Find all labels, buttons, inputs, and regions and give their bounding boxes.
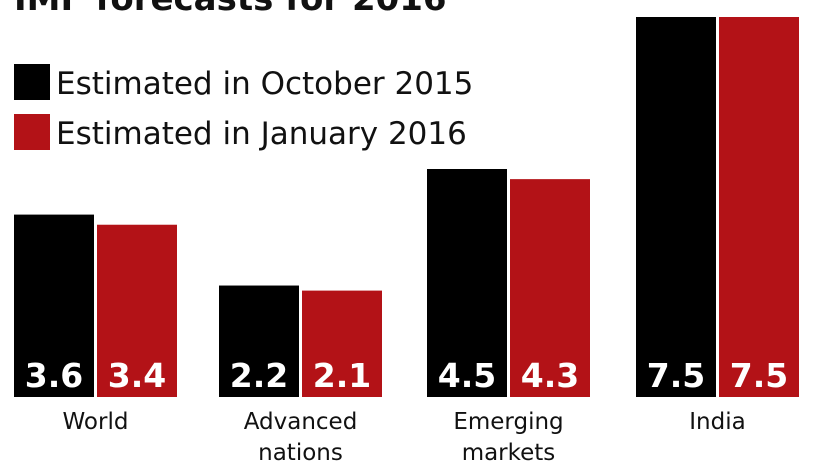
data-label-3-0: 7.5 [647,356,705,395]
legend-label-january-2016: Estimated in January 2016 [56,116,467,152]
data-label-3-1: 7.5 [730,356,788,395]
category-label-3-line-0: India [689,409,745,435]
category-label-2-line-0: Emerging [453,409,563,435]
bar-2-0 [427,169,507,397]
category-label-0-line-0: World [63,409,129,435]
bar-3-1 [719,17,799,397]
data-label-2-1: 4.3 [521,356,579,395]
category-label-1-line-1: nations [258,440,343,465]
category-label-2-line-1: markets [462,440,556,465]
data-label-1-0: 2.2 [230,356,288,395]
bar-1-0 [219,285,299,397]
legend-swatch-january-2016 [14,114,50,150]
legend: Estimated in October 2015 Estimated in J… [14,64,473,152]
legend-swatch-october-2015 [14,64,50,100]
bar-series [14,17,799,397]
bar-1-1 [302,290,382,397]
bar-3-0 [636,17,716,397]
value-labels: 3.6 3.4 2.2 2.1 4.5 4.3 7.5 7.5 [25,356,788,395]
data-label-0-0: 3.6 [25,356,83,395]
chart-title: IMF forecasts for 2016 [14,0,447,19]
bar-0-0 [14,214,94,397]
data-label-0-1: 3.4 [108,356,166,395]
category-labels: World Advanced nations Emerging markets India [63,409,746,465]
data-label-1-1: 2.1 [313,356,371,395]
bar-2-1 [510,179,590,397]
bar-0-1 [97,224,177,397]
legend-label-october-2015: Estimated in October 2015 [56,66,473,102]
data-label-2-0: 4.5 [438,356,496,395]
category-label-1-line-0: Advanced [244,409,358,435]
